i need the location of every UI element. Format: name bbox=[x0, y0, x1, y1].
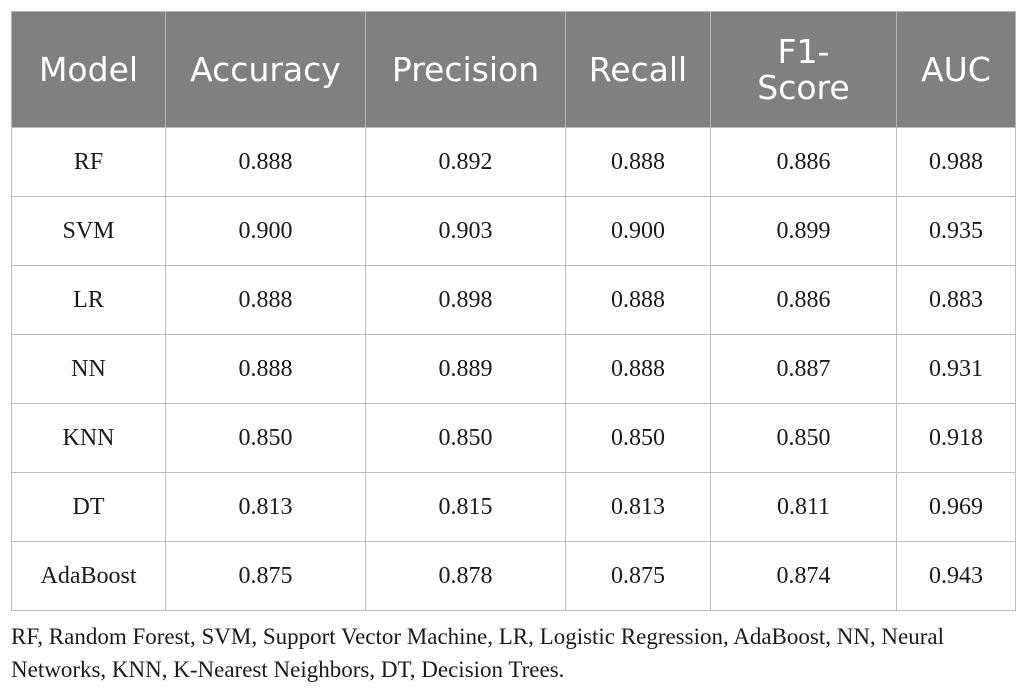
cell-accuracy: 0.888 bbox=[165, 127, 366, 197]
cell-f1-score: 0.850 bbox=[710, 403, 897, 473]
cell-precision: 0.898 bbox=[365, 265, 566, 335]
table-body: RF 0.888 0.892 0.888 0.886 0.988 SVM 0.9… bbox=[11, 127, 1016, 611]
cell-f1-score: 0.899 bbox=[710, 196, 897, 266]
cell-auc: 0.969 bbox=[896, 472, 1016, 542]
cell-f1-score: 0.887 bbox=[710, 334, 897, 404]
cell-recall: 0.900 bbox=[565, 196, 711, 266]
cell-accuracy: 0.850 bbox=[165, 403, 366, 473]
cell-f1-score: 0.811 bbox=[710, 472, 897, 542]
header-precision: Precision bbox=[365, 11, 566, 128]
table-header: Model Accuracy Precision Recall F1-Score… bbox=[11, 11, 1016, 128]
cell-auc: 0.943 bbox=[896, 541, 1016, 611]
cell-precision: 0.892 bbox=[365, 127, 566, 197]
table-row: KNN 0.850 0.850 0.850 0.850 0.918 bbox=[11, 403, 1016, 473]
cell-recall: 0.813 bbox=[565, 472, 711, 542]
cell-precision: 0.903 bbox=[365, 196, 566, 266]
cell-precision: 0.815 bbox=[365, 472, 566, 542]
cell-accuracy: 0.900 bbox=[165, 196, 366, 266]
table-row: LR 0.888 0.898 0.888 0.886 0.883 bbox=[11, 265, 1016, 335]
cell-precision: 0.878 bbox=[365, 541, 566, 611]
cell-model: DT bbox=[11, 472, 166, 542]
results-table-container: Model Accuracy Precision Recall F1-Score… bbox=[11, 11, 1016, 611]
cell-accuracy: 0.813 bbox=[165, 472, 366, 542]
cell-precision: 0.850 bbox=[365, 403, 566, 473]
cell-model: NN bbox=[11, 334, 166, 404]
cell-model: LR bbox=[11, 265, 166, 335]
cell-recall: 0.888 bbox=[565, 265, 711, 335]
header-accuracy: Accuracy bbox=[165, 11, 366, 128]
cell-accuracy: 0.875 bbox=[165, 541, 366, 611]
cell-model: KNN bbox=[11, 403, 166, 473]
cell-model: RF bbox=[11, 127, 166, 197]
cell-recall: 0.888 bbox=[565, 334, 711, 404]
cell-auc: 0.988 bbox=[896, 127, 1016, 197]
cell-recall: 0.875 bbox=[565, 541, 711, 611]
table-row: DT 0.813 0.815 0.813 0.811 0.969 bbox=[11, 472, 1016, 542]
cell-model: AdaBoost bbox=[11, 541, 166, 611]
model-metrics-table: Model Accuracy Precision Recall F1-Score… bbox=[11, 11, 1016, 611]
cell-f1-score: 0.874 bbox=[710, 541, 897, 611]
table-row: SVM 0.900 0.903 0.900 0.899 0.935 bbox=[11, 196, 1016, 266]
table-row: RF 0.888 0.892 0.888 0.886 0.988 bbox=[11, 127, 1016, 197]
cell-auc: 0.918 bbox=[896, 403, 1016, 473]
table-row: AdaBoost 0.875 0.878 0.875 0.874 0.943 bbox=[11, 541, 1016, 611]
header-f1-score: F1-Score bbox=[710, 11, 897, 128]
cell-precision: 0.889 bbox=[365, 334, 566, 404]
cell-auc: 0.931 bbox=[896, 334, 1016, 404]
cell-f1-score: 0.886 bbox=[710, 265, 897, 335]
cell-recall: 0.888 bbox=[565, 127, 711, 197]
table-footnote: RF, Random Forest, SVM, Support Vector M… bbox=[11, 624, 945, 682]
cell-recall: 0.850 bbox=[565, 403, 711, 473]
cell-f1-score: 0.886 bbox=[710, 127, 897, 197]
header-auc: AUC bbox=[896, 11, 1016, 128]
header-model: Model bbox=[11, 11, 166, 128]
cell-auc: 0.883 bbox=[896, 265, 1016, 335]
cell-accuracy: 0.888 bbox=[165, 334, 366, 404]
cell-model: SVM bbox=[11, 196, 166, 266]
cell-auc: 0.935 bbox=[896, 196, 1016, 266]
cell-accuracy: 0.888 bbox=[165, 265, 366, 335]
table-row: NN 0.888 0.889 0.888 0.887 0.931 bbox=[11, 334, 1016, 404]
header-recall: Recall bbox=[565, 11, 711, 128]
header-row: Model Accuracy Precision Recall F1-Score… bbox=[11, 11, 1016, 128]
